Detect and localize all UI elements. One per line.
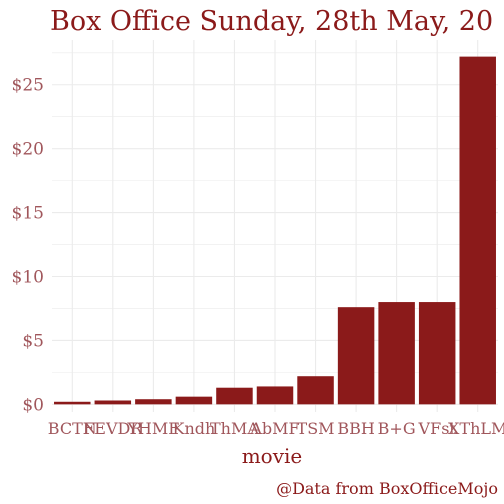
bar-B+G — [378, 302, 415, 405]
x-tick-label: FEVDR — [83, 419, 143, 438]
y-tick-label: $5 — [22, 331, 44, 351]
bar-BBH — [337, 307, 375, 405]
bar-XThLM — [459, 56, 496, 405]
chart-caption: @Data from BoxOfficeMojo — [276, 479, 498, 498]
bar-Kndh — [175, 396, 213, 405]
x-tick-label: VFst — [418, 419, 457, 438]
x-tick-label: AbMF — [249, 419, 299, 438]
y-axis-ticks: $0 $5 $10 $15 $20 $25 — [12, 76, 44, 416]
y-tick-label: $15 — [12, 204, 44, 224]
y-tick-label: $0 — [22, 395, 44, 415]
bar-AbMF — [256, 386, 294, 405]
bar-VFst — [418, 302, 456, 405]
bar-YHMF — [135, 399, 172, 405]
x-tick-label: TSM — [297, 419, 335, 438]
bar-TSM — [297, 376, 334, 405]
x-axis-title: movie — [242, 444, 303, 468]
chart-title: Box Office Sunday, 28th May, 20 — [50, 6, 493, 37]
bar-ThMA — [216, 387, 253, 405]
x-tick-label: Kndh — [173, 419, 216, 438]
x-tick-label: ThMA — [210, 419, 259, 438]
x-tick-label: B+G — [378, 419, 416, 438]
x-tick-label: BCTN — [48, 419, 97, 438]
x-tick-label: BBH — [337, 419, 375, 438]
x-tick-label: XThLM — [448, 419, 504, 438]
y-tick-label: $20 — [12, 140, 44, 160]
y-tick-label: $25 — [12, 76, 44, 96]
bar-BCTN — [54, 401, 91, 405]
x-tick-label: YHMF — [126, 419, 179, 438]
bars — [54, 56, 496, 405]
bar-FEVDR — [94, 400, 132, 405]
y-tick-label: $10 — [12, 267, 44, 287]
